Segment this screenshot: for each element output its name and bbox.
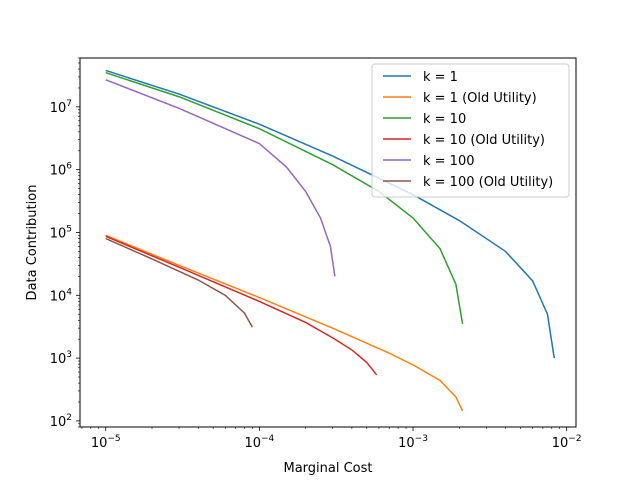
y-tick-label: 106	[50, 162, 73, 179]
series-line-5	[105, 79, 336, 277]
x-tick-label: 10−2	[552, 434, 582, 451]
y-tick-label: 104	[50, 287, 73, 304]
x-axis-label: Marginal Cost	[283, 461, 372, 476]
y-axis-label: Data Contribution	[25, 185, 40, 301]
legend-label: k = 100	[423, 154, 475, 169]
legend-label: k = 10	[423, 112, 466, 127]
legend-label: k = 1 (Old Utility)	[423, 91, 537, 106]
series-line-4	[105, 235, 378, 376]
x-tick-label: 10−4	[244, 434, 274, 451]
y-tick-label: 102	[50, 413, 72, 430]
y-tick-label: 105	[50, 224, 72, 241]
x-tick-label: 10−3	[398, 434, 428, 451]
legend-label: k = 1	[423, 70, 458, 85]
legend: k = 1 k = 1 (Old Utility) k = 10 k = 10 (Ol…	[371, 63, 570, 198]
y-tick-label: 103	[50, 350, 72, 367]
legend-label: k = 10 (Old Utility)	[423, 133, 545, 148]
series-line-2	[105, 234, 464, 412]
x-axis-ticks: 10−5 10−4 10−3 10−2	[81, 427, 582, 451]
y-axis-ticks: 102 103 104 105 106 107	[50, 57, 80, 430]
x-tick-label: 10−5	[91, 434, 121, 451]
series-line-1	[105, 69, 555, 359]
series-line-6	[105, 237, 254, 328]
legend-label: k = 100 (Old Utility)	[423, 175, 553, 190]
y-tick-label: 107	[50, 99, 72, 116]
legend-box	[371, 63, 570, 198]
